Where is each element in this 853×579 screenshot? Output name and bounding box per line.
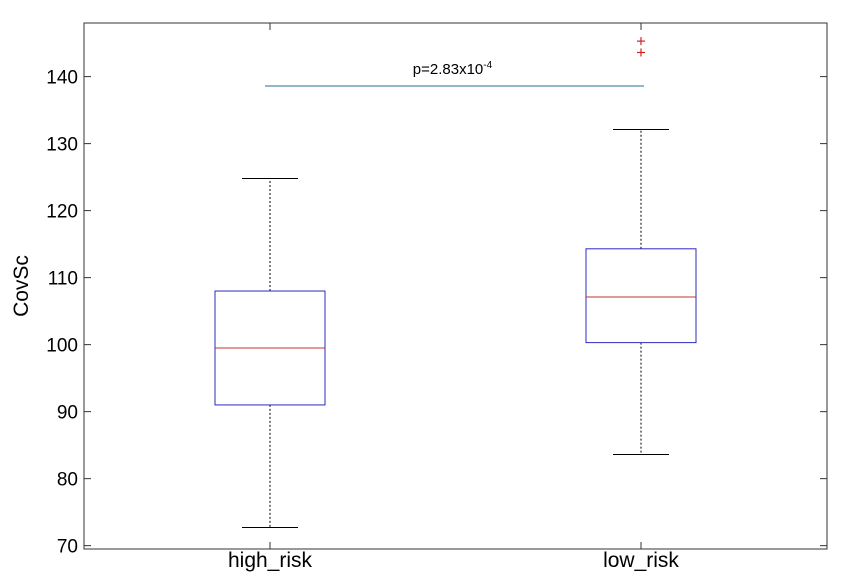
x-axis: high_risk low_risk [228, 23, 679, 572]
significance-annotation: p=2.83x10-4 [265, 60, 644, 87]
plot-area [83, 22, 828, 550]
outlier-marker [637, 48, 645, 57]
y-tick-label-130: 130 [46, 135, 78, 156]
y-axis: 70 80 90 100 110 120 130 140 [46, 68, 827, 558]
y-axis-title: CovSc [10, 255, 33, 317]
y-tick-label-110: 110 [48, 269, 78, 290]
iqr-box [585, 248, 697, 344]
y-tick-label-80: 80 [57, 470, 78, 491]
p-value-label: p=2.83x10-4 [413, 60, 493, 78]
boxes-layer [214, 37, 697, 529]
x-tick-label-low_risk: low_risk [603, 549, 679, 572]
p-value-base: p=2.83x10 [413, 61, 483, 78]
outlier-marker [637, 37, 645, 46]
box-low_risk [585, 37, 697, 456]
y-tick-label-70: 70 [57, 537, 78, 558]
y-tick-label-140: 140 [46, 68, 78, 89]
x-tick-label-high_risk: high_risk [228, 549, 313, 572]
p-value-exponent: -4 [483, 60, 492, 71]
y-tick-label-90: 90 [57, 403, 78, 424]
y-tick-label-120: 120 [46, 202, 78, 223]
box-high_risk [214, 177, 326, 529]
y-tick-label-100: 100 [46, 336, 78, 357]
